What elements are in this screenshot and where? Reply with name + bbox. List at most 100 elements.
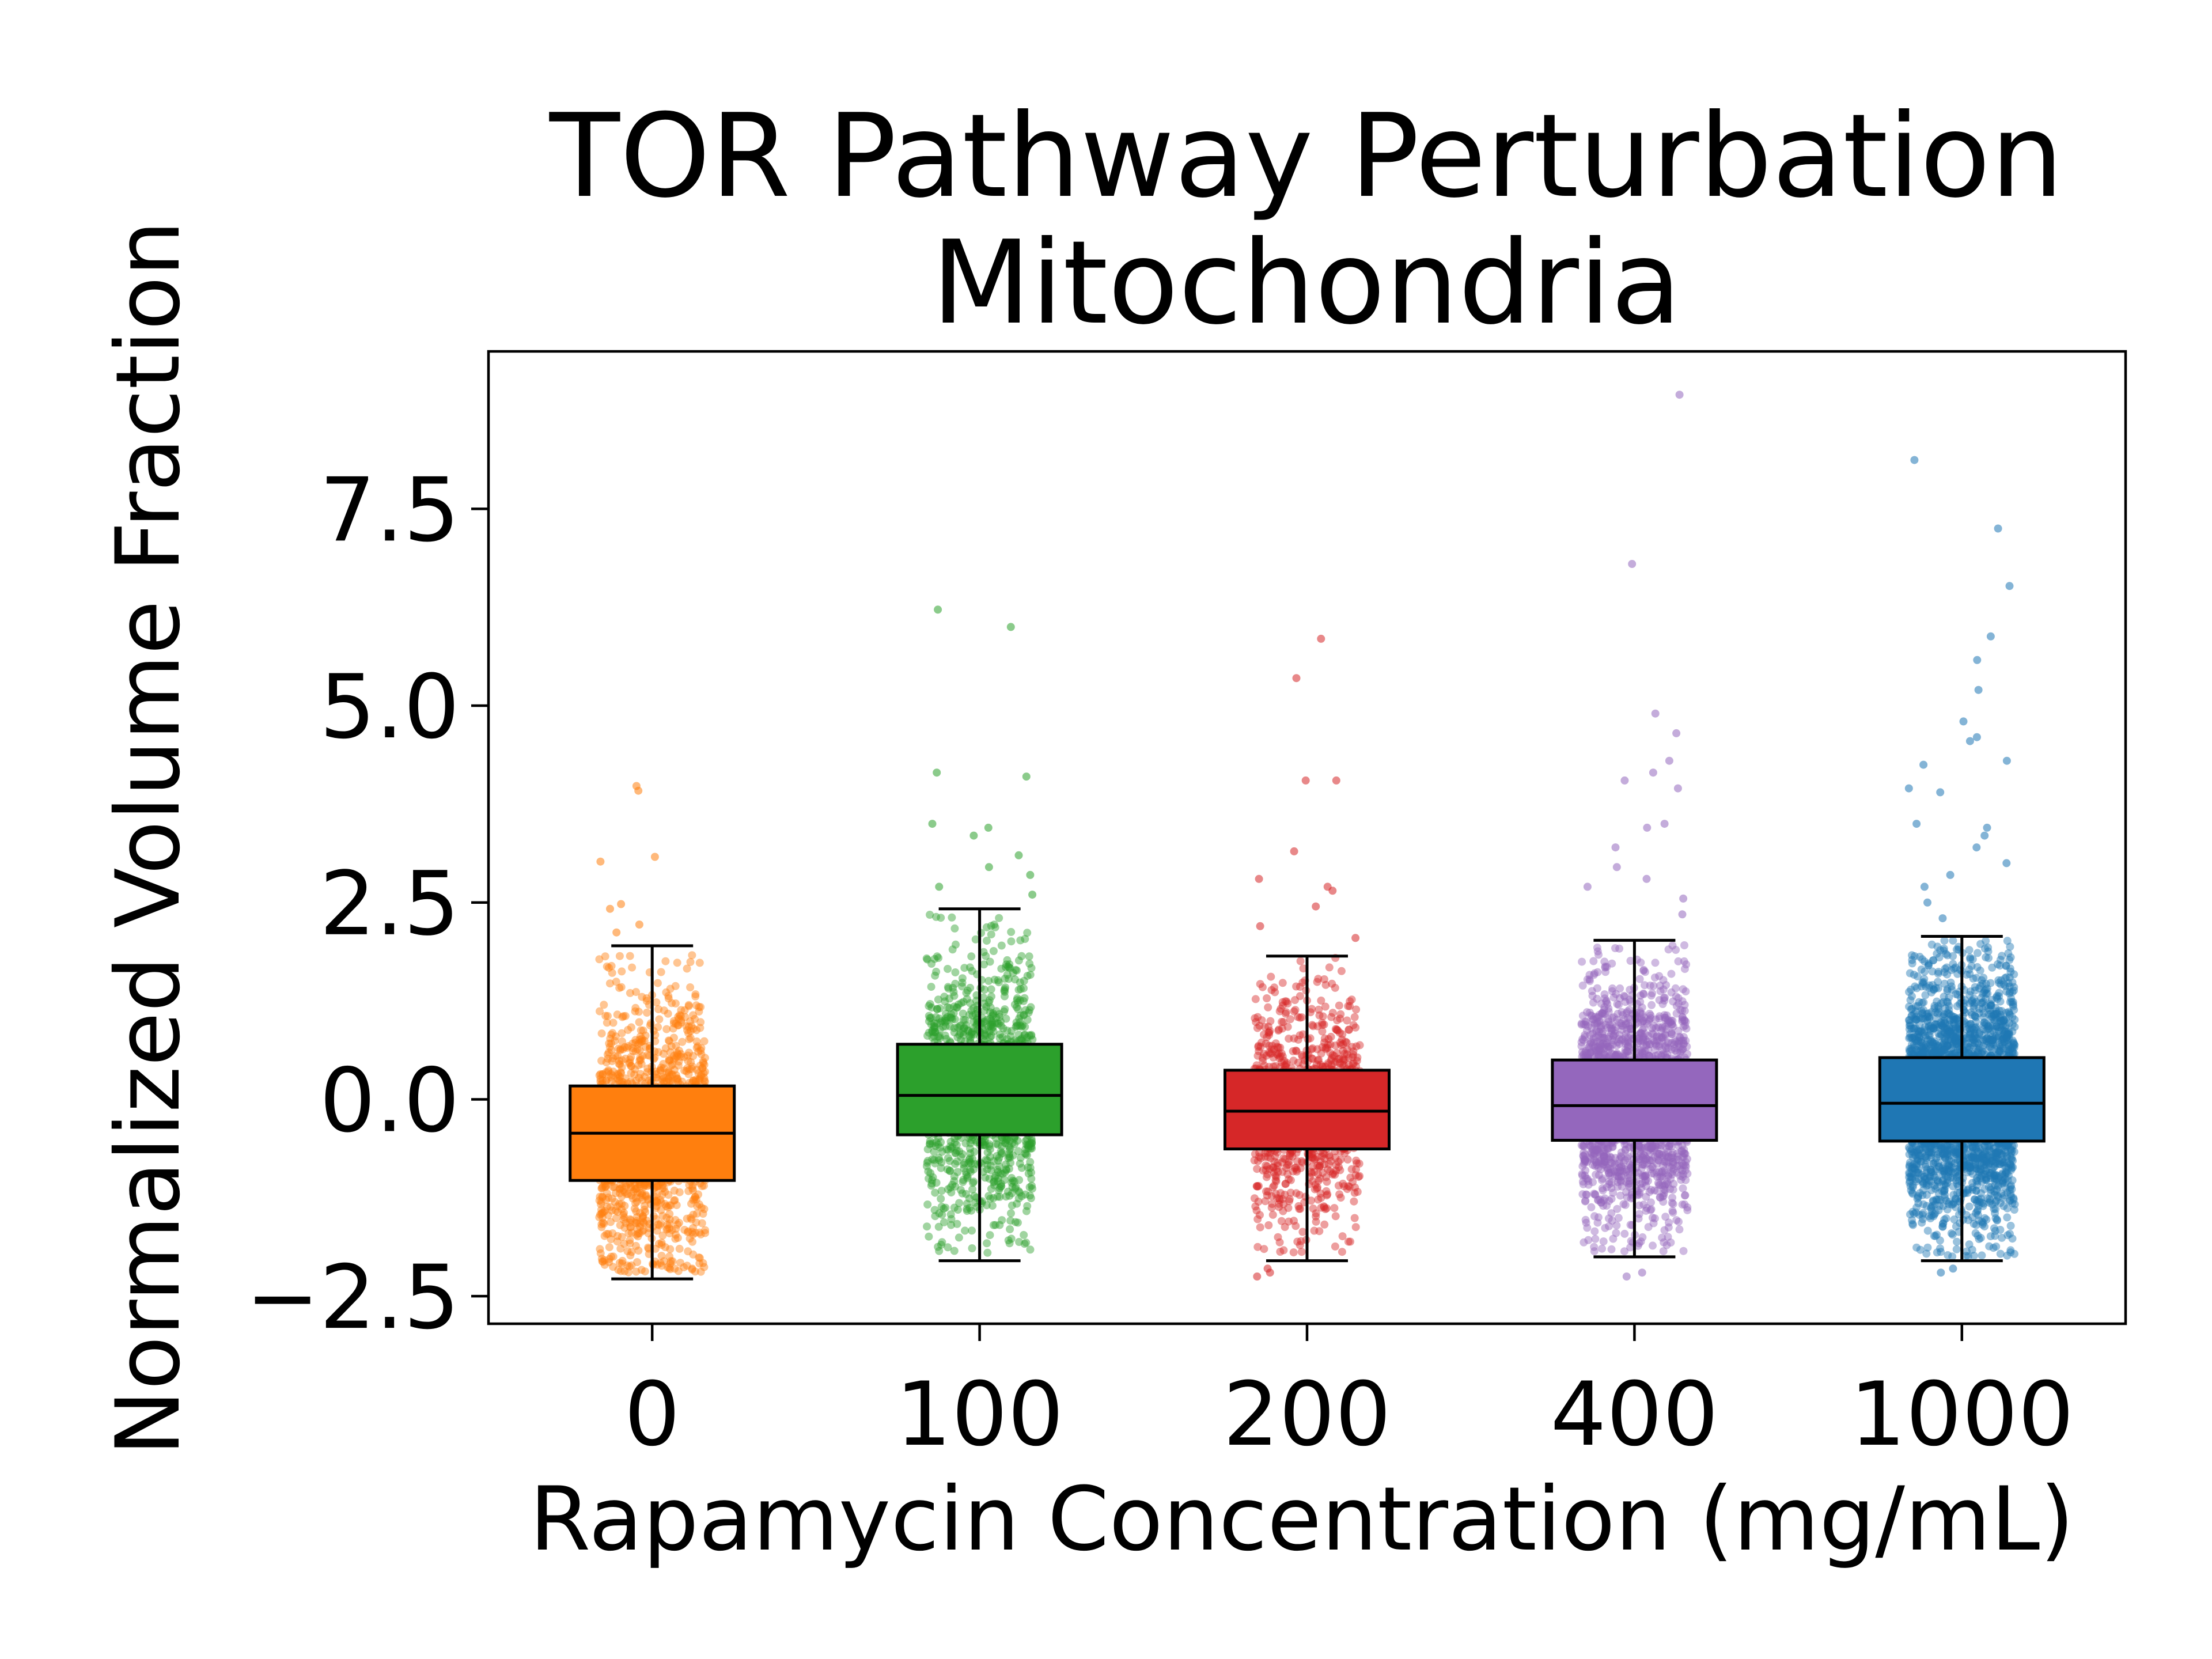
data-point <box>660 1064 668 1073</box>
data-point <box>990 975 999 984</box>
data-point <box>688 951 696 960</box>
data-point <box>691 990 700 999</box>
data-point <box>656 1066 665 1074</box>
data-point <box>1007 1027 1016 1035</box>
data-point <box>937 1202 946 1211</box>
data-point <box>1323 1165 1332 1174</box>
data-point <box>1012 1003 1021 1012</box>
data-point <box>937 1187 946 1195</box>
data-point <box>934 1154 943 1162</box>
data-point <box>980 1138 989 1146</box>
data-point <box>994 1177 1002 1185</box>
data-point <box>673 1075 681 1084</box>
data-point <box>1011 1218 1020 1226</box>
data-point <box>1016 978 1024 987</box>
data-point <box>634 1040 642 1048</box>
data-point <box>982 923 991 931</box>
data-point <box>673 1050 682 1059</box>
data-point <box>998 1149 1006 1157</box>
data-point <box>1309 1205 1317 1213</box>
data-point <box>666 984 675 993</box>
data-point <box>980 1017 988 1026</box>
outlier-point <box>1351 934 1360 942</box>
data-point <box>965 1203 974 1212</box>
data-point <box>680 1066 689 1075</box>
data-point <box>700 1076 709 1085</box>
data-point <box>1272 1177 1281 1185</box>
data-point <box>688 1265 696 1274</box>
data-point <box>604 1067 612 1076</box>
data-point <box>937 914 945 922</box>
data-point <box>685 1234 694 1243</box>
data-point <box>998 1033 1007 1041</box>
data-point <box>1278 1001 1287 1010</box>
data-point <box>687 1215 696 1224</box>
data-point <box>950 924 959 933</box>
data-point <box>990 1157 998 1165</box>
data-point <box>596 1192 604 1201</box>
data-point <box>1318 1018 1327 1027</box>
data-point <box>632 1230 641 1239</box>
data-point <box>606 1035 615 1043</box>
data-point <box>1338 1232 1347 1241</box>
data-point <box>963 1174 972 1183</box>
data-point <box>670 1186 679 1195</box>
data-point <box>987 1016 996 1025</box>
data-point <box>631 1039 640 1047</box>
data-point <box>1256 1154 1265 1162</box>
data-point <box>645 1244 653 1253</box>
data-point <box>687 1199 695 1208</box>
data-point <box>634 1188 642 1197</box>
data-point <box>697 1070 706 1079</box>
data-point <box>641 1073 649 1081</box>
data-point <box>624 1042 632 1050</box>
data-point <box>1027 1003 1035 1012</box>
data-point <box>956 1021 965 1030</box>
data-point <box>940 1218 948 1226</box>
data-point <box>994 976 1002 984</box>
data-point <box>937 1195 945 1203</box>
data-point <box>688 1184 696 1193</box>
data-point <box>988 1012 997 1020</box>
data-point <box>928 1176 936 1184</box>
data-point <box>967 1206 976 1215</box>
data-point <box>952 940 960 949</box>
data-point <box>943 1165 952 1174</box>
data-point <box>635 1180 644 1189</box>
data-point <box>666 1257 675 1266</box>
data-point <box>1253 1013 1262 1021</box>
data-point <box>653 1260 662 1269</box>
data-point <box>685 1065 694 1074</box>
data-point <box>1016 985 1025 993</box>
data-point <box>700 1181 708 1190</box>
data-point <box>601 1012 610 1020</box>
data-point <box>686 1017 694 1025</box>
data-point <box>596 1210 604 1219</box>
data-point <box>609 1183 618 1191</box>
data-point <box>1006 1225 1014 1233</box>
data-point <box>970 1030 978 1039</box>
data-point <box>689 1196 698 1205</box>
data-point <box>634 1061 643 1069</box>
data-point <box>1026 971 1035 979</box>
data-point <box>946 1210 955 1219</box>
data-point <box>620 1267 629 1275</box>
data-point <box>691 1075 700 1084</box>
data-point <box>680 1263 688 1271</box>
data-point <box>934 1140 942 1149</box>
data-point <box>1293 1165 1301 1174</box>
data-point <box>990 1177 998 1185</box>
data-point <box>684 1227 692 1236</box>
data-point <box>670 1196 679 1205</box>
data-point <box>930 1156 938 1164</box>
data-point <box>997 1150 1006 1158</box>
data-point <box>983 1248 992 1257</box>
data-point <box>613 1207 622 1216</box>
data-point <box>947 1221 956 1229</box>
data-point <box>1001 1139 1010 1147</box>
outlier-point <box>969 831 978 840</box>
data-point <box>609 1054 618 1063</box>
data-point <box>944 1154 952 1162</box>
data-point <box>626 1058 634 1067</box>
data-point <box>652 1215 660 1224</box>
